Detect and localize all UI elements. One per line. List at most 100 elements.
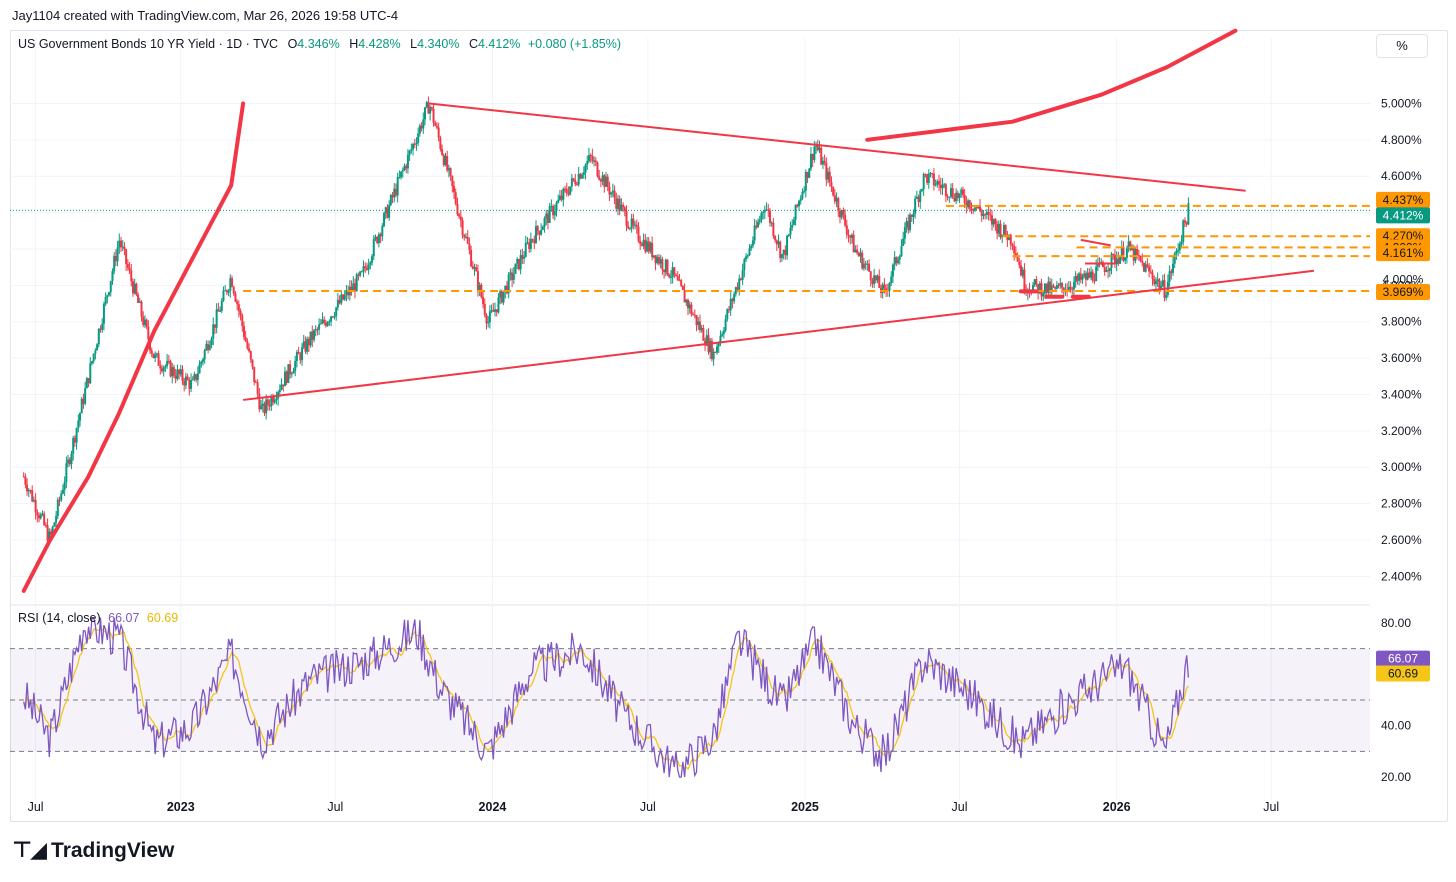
low-value: 4.340% bbox=[417, 37, 460, 51]
candle-body bbox=[874, 275, 877, 281]
candle-body bbox=[430, 107, 433, 109]
candle-body bbox=[31, 490, 34, 502]
trendlines bbox=[21, 28, 1315, 593]
candle-body bbox=[374, 236, 377, 240]
candle-body bbox=[114, 255, 117, 262]
x-tick-label: Jul bbox=[327, 800, 343, 814]
candle-body bbox=[1107, 270, 1110, 272]
candle-body bbox=[1127, 241, 1130, 249]
candle-body bbox=[538, 231, 541, 235]
candle-body bbox=[637, 226, 640, 241]
candle-body bbox=[717, 343, 720, 347]
candle-body bbox=[203, 350, 206, 360]
tradingview-brand[interactable]: ⊤◢ TradingView bbox=[12, 838, 174, 863]
rsi-last-label: 66.07 bbox=[1388, 652, 1418, 666]
candle-body bbox=[258, 393, 261, 410]
candle-body bbox=[1112, 253, 1115, 255]
candle-body bbox=[804, 171, 807, 191]
candle-body bbox=[610, 192, 613, 195]
candle-body bbox=[564, 188, 567, 190]
candle-body bbox=[451, 175, 454, 187]
candle-body bbox=[849, 235, 852, 238]
candle-body bbox=[746, 255, 749, 257]
candle-body bbox=[818, 147, 821, 151]
rsi-band bbox=[10, 648, 1370, 752]
candle-body bbox=[212, 324, 215, 339]
x-tick-label: 2025 bbox=[791, 800, 819, 814]
candle-body bbox=[630, 218, 633, 229]
candle-body bbox=[205, 343, 208, 351]
candle-body bbox=[488, 311, 491, 323]
candle-body bbox=[605, 176, 608, 187]
candle-body bbox=[676, 276, 679, 281]
candle-body bbox=[32, 499, 35, 502]
candle-body bbox=[429, 107, 432, 114]
x-tick-label: 2024 bbox=[479, 800, 507, 814]
candle-body bbox=[394, 188, 397, 196]
candle-body bbox=[82, 398, 85, 404]
candle-body bbox=[570, 178, 573, 187]
symbol-legend[interactable]: US Government Bonds 10 YR Yield · 1D · T… bbox=[18, 37, 621, 51]
candle-body bbox=[398, 177, 401, 179]
candle-body bbox=[123, 246, 126, 250]
candle-body bbox=[864, 263, 867, 265]
candle-body bbox=[519, 255, 522, 270]
candle-body bbox=[813, 146, 816, 160]
candle-body bbox=[784, 249, 787, 256]
candle-body bbox=[97, 328, 100, 345]
candle-body bbox=[550, 206, 553, 208]
y-tick-label: 3.200% bbox=[1381, 424, 1422, 438]
candle-body bbox=[635, 224, 638, 227]
candle-body bbox=[924, 174, 927, 176]
unit-toggle-button[interactable]: % bbox=[1376, 34, 1428, 58]
candle-body bbox=[266, 399, 269, 405]
candle-body bbox=[323, 319, 326, 323]
candle-body bbox=[364, 266, 367, 268]
candle-body bbox=[56, 499, 59, 516]
candle-body bbox=[620, 204, 623, 211]
candle-body bbox=[615, 198, 618, 209]
rsi-legend[interactable]: RSI (14, close) 66.07 60.69 bbox=[18, 611, 178, 625]
candle-body bbox=[321, 319, 324, 324]
candle-body bbox=[191, 379, 194, 381]
candle-body bbox=[938, 181, 941, 185]
candle-body bbox=[125, 249, 128, 264]
candle-body bbox=[1088, 272, 1091, 278]
rsi-y-tick-label: 40.00 bbox=[1381, 719, 1411, 733]
candle-body bbox=[968, 200, 971, 209]
candle-body bbox=[379, 234, 382, 237]
candle-body bbox=[775, 240, 778, 245]
candle-body bbox=[950, 188, 953, 197]
candle-body bbox=[789, 227, 792, 235]
candle-body bbox=[866, 263, 869, 265]
candle-body bbox=[84, 388, 87, 404]
candle-body bbox=[253, 366, 256, 383]
candle-body bbox=[661, 259, 664, 270]
candle-body bbox=[760, 213, 763, 220]
candle-body bbox=[827, 171, 830, 180]
candle-body bbox=[162, 367, 165, 372]
candle-body bbox=[608, 186, 611, 195]
candle-body bbox=[207, 343, 210, 350]
candle-body bbox=[623, 207, 626, 212]
candle-body bbox=[514, 263, 517, 274]
candle-body bbox=[504, 285, 507, 293]
candle-body bbox=[840, 210, 843, 218]
candle-body bbox=[273, 399, 276, 403]
candle-body bbox=[963, 194, 966, 204]
candle-body bbox=[184, 376, 187, 386]
candle-body bbox=[388, 204, 391, 218]
candle-body bbox=[555, 202, 558, 212]
candle-body bbox=[1119, 256, 1122, 264]
candle-body bbox=[1182, 220, 1185, 242]
candle-body bbox=[917, 196, 920, 203]
candle-body bbox=[417, 133, 420, 143]
candle-body bbox=[49, 531, 52, 535]
candle-body bbox=[196, 373, 199, 380]
candle-body bbox=[38, 515, 41, 519]
candle-body bbox=[292, 371, 295, 374]
candle-body bbox=[912, 213, 915, 217]
candle-body bbox=[779, 241, 782, 259]
candle-body bbox=[905, 221, 908, 228]
